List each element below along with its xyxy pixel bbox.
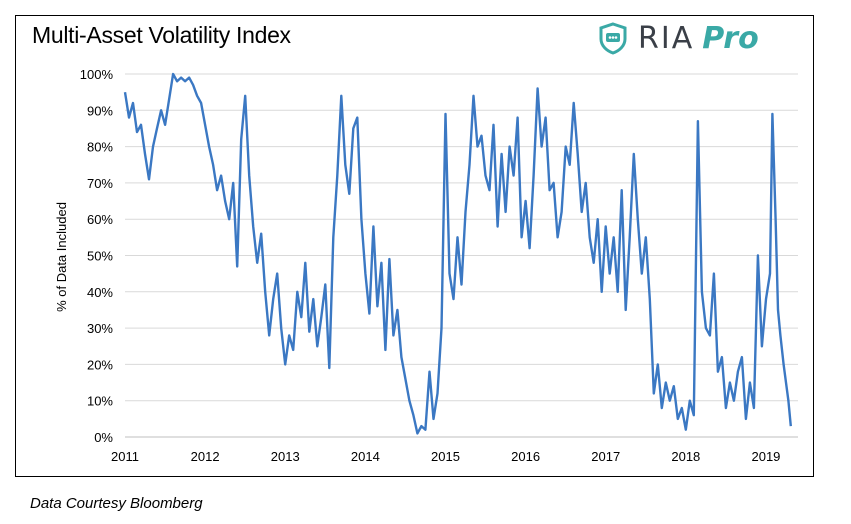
y-tick-label: 30%: [87, 321, 113, 336]
y-tick-label: 70%: [87, 176, 113, 191]
y-tick-label: 10%: [87, 394, 113, 409]
x-tick-label: 2014: [351, 449, 380, 464]
y-tick-label: 100%: [80, 67, 114, 82]
x-tick-label: 2018: [671, 449, 700, 464]
footer-note: Data Courtesy Bloomberg: [30, 495, 203, 512]
y-tick-label: 40%: [87, 285, 113, 300]
shield-chat-icon: [599, 22, 627, 55]
x-tick-label: 2016: [511, 449, 540, 464]
chart-title: Multi-Asset Volatility Index: [32, 22, 291, 48]
y-tick-label: 80%: [87, 140, 113, 155]
y-tick-label: 50%: [87, 249, 113, 264]
chart-frame: [15, 15, 814, 477]
logo-suffix: Pro: [702, 20, 759, 56]
series-line: [123, 72, 792, 435]
y-tick-label: 0%: [94, 430, 113, 445]
ria-pro-logo: RIA Pro: [596, 20, 759, 56]
y-tick-labels: 0% 10% 20% 30% 40% 50% 60% 70% 80% 90% 100%: [80, 67, 114, 445]
x-tick-label: 2012: [191, 449, 220, 464]
x-tick-label: 2013: [271, 449, 300, 464]
x-tick-label: 2011: [111, 449, 139, 464]
y-axis-label: % of Data Included: [54, 202, 69, 312]
y-tick-label: 90%: [87, 103, 113, 118]
x-tick-labels: 2011 2012 2013 2014 2015 2016 2017 2018 2019: [111, 449, 780, 464]
logo-name: RIA: [638, 20, 695, 56]
y-tick-label: 60%: [87, 212, 113, 227]
y-tick-label: 20%: [87, 357, 113, 372]
x-tick-label: 2019: [751, 449, 780, 464]
x-tick-label: 2017: [591, 449, 620, 464]
x-tick-label: 2015: [431, 449, 460, 464]
series-group: [123, 72, 792, 435]
